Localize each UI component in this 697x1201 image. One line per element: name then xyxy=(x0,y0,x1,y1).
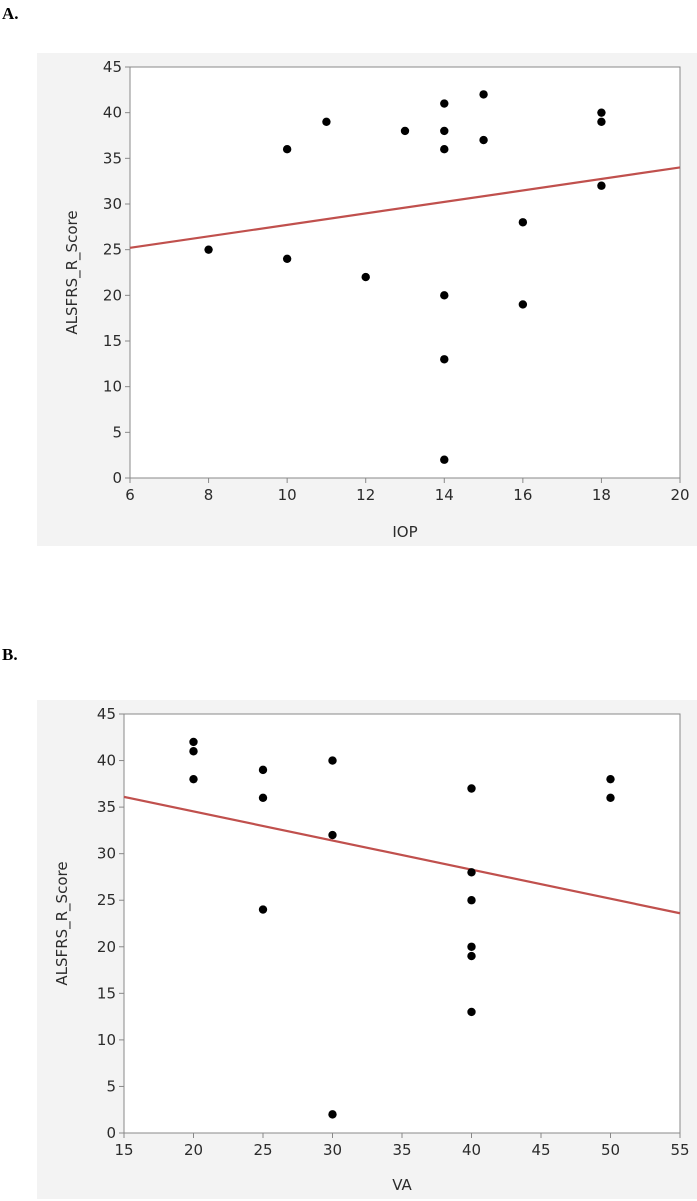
y-tick-label: 35 xyxy=(97,798,116,816)
y-tick-label: 10 xyxy=(97,1031,116,1049)
data-point xyxy=(606,793,615,802)
panel-label-b: B. xyxy=(2,645,18,664)
data-point xyxy=(328,756,337,765)
data-point xyxy=(467,896,476,905)
data-point xyxy=(204,245,213,254)
x-tick-label: 12 xyxy=(356,486,375,504)
x-tick-label: 20 xyxy=(184,1141,203,1159)
data-point xyxy=(322,117,331,127)
data-point xyxy=(189,737,198,747)
plot-area xyxy=(123,713,681,1134)
y-tick-label: 35 xyxy=(103,149,122,167)
y-tick-label: 5 xyxy=(106,1077,116,1095)
x-tick-label: 18 xyxy=(592,486,611,504)
data-point xyxy=(282,254,292,263)
x-axis-title: VA xyxy=(392,1176,412,1194)
data-point xyxy=(282,145,292,154)
y-tick-label: 30 xyxy=(103,195,122,213)
data-point xyxy=(258,765,268,775)
chart-b: 0 5 10 15 20 25 30 35 40 45 15 20 25 30 35 40 45 50 55 VA AL… xyxy=(53,705,690,1194)
y-axis-title: ALSFRS_R_Score xyxy=(53,861,72,985)
regression-line xyxy=(129,166,681,249)
regression-line xyxy=(123,795,681,915)
y-tick-label: 0 xyxy=(106,1124,116,1142)
y-tick-label: 45 xyxy=(97,705,116,723)
data-point xyxy=(479,90,488,99)
plot-area xyxy=(129,66,681,479)
data-point xyxy=(467,951,476,961)
data-point xyxy=(467,784,476,793)
data-point xyxy=(189,774,198,784)
x-tick-label: 30 xyxy=(323,1141,342,1159)
x-tick-label: 45 xyxy=(531,1141,550,1159)
data-point xyxy=(467,942,476,951)
y-tick-label: 40 xyxy=(103,104,122,122)
data-point xyxy=(597,181,606,190)
y-tick-label: 20 xyxy=(103,286,122,304)
data-point xyxy=(440,355,449,364)
y-tick-label: 15 xyxy=(103,332,122,350)
y-tick-label: 15 xyxy=(97,984,116,1002)
data-point xyxy=(258,905,268,914)
data-point xyxy=(258,793,268,802)
data-point xyxy=(597,117,606,127)
data-point xyxy=(518,218,528,227)
data-point xyxy=(440,126,449,136)
y-tick-label: 5 xyxy=(112,423,122,441)
data-point xyxy=(606,774,615,784)
data-point xyxy=(328,830,337,840)
x-tick-label: 15 xyxy=(114,1141,133,1159)
data-point xyxy=(597,108,606,117)
x-tick-label: 20 xyxy=(670,486,689,504)
y-tick-label: 25 xyxy=(103,241,122,259)
x-tick-label: 40 xyxy=(462,1141,481,1159)
data-point xyxy=(440,99,449,108)
x-tick-label: 25 xyxy=(253,1141,272,1159)
x-tick-label: 16 xyxy=(513,486,532,504)
data-point xyxy=(400,126,410,136)
x-tick-label: 6 xyxy=(125,486,135,504)
y-tick-label: 30 xyxy=(97,845,116,863)
data-point xyxy=(328,1110,337,1119)
x-tick-label: 55 xyxy=(670,1141,689,1159)
x-tick-label: 10 xyxy=(278,486,297,504)
data-point xyxy=(189,747,198,756)
y-tick-label: 25 xyxy=(97,891,116,909)
data-point xyxy=(479,135,488,145)
panel-label-a: A. xyxy=(2,4,19,23)
y-tick-label: 20 xyxy=(97,938,116,956)
x-tick-label: 14 xyxy=(435,486,454,504)
y-axis-title: ALSFRS_R_Score xyxy=(63,210,82,334)
x-axis-title: IOP xyxy=(392,523,417,541)
y-tick-label: 45 xyxy=(103,58,122,76)
data-point xyxy=(467,868,476,877)
x-tick-label: 8 xyxy=(204,486,214,504)
x-tick-label: 50 xyxy=(601,1141,620,1159)
data-point xyxy=(440,455,449,464)
y-tick-label: 0 xyxy=(112,469,122,487)
y-tick-label: 40 xyxy=(97,752,116,770)
data-point xyxy=(361,272,370,282)
y-tick-label: 10 xyxy=(103,378,122,396)
data-point xyxy=(440,145,449,154)
data-point xyxy=(518,300,528,309)
chart-a: 0 5 10 15 20 25 30 35 40 45 6 8 10 12 14 16 18 20 IOP ALSFR… xyxy=(63,58,690,541)
data-point xyxy=(440,291,449,300)
data-point xyxy=(467,1007,476,1017)
x-tick-label: 35 xyxy=(392,1141,411,1159)
